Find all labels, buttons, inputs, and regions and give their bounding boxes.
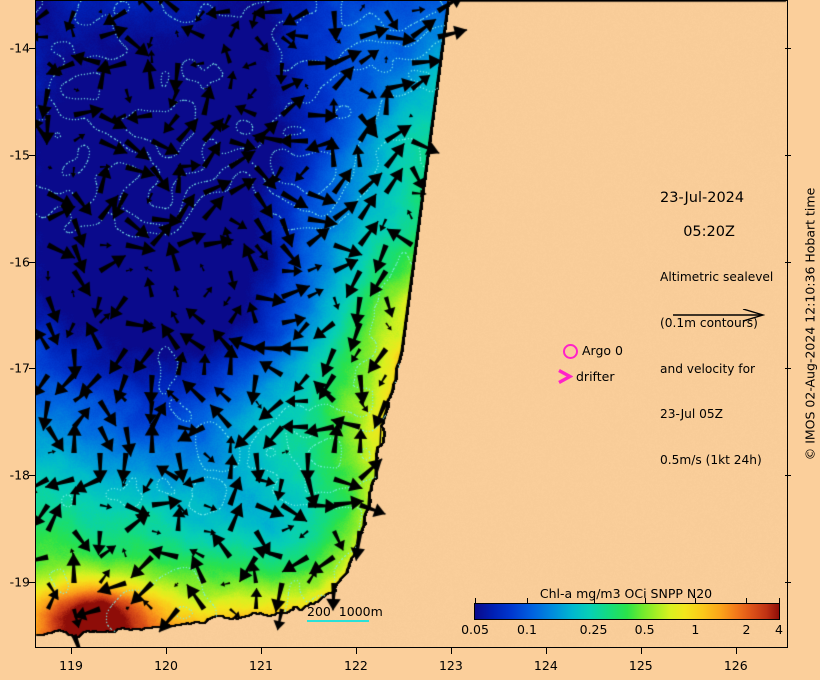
x-tick-label: 125 bbox=[628, 658, 653, 673]
annotation-line-3: and velocity for bbox=[660, 361, 756, 376]
drifter-legend-label: drifter bbox=[576, 369, 615, 384]
x-tick-mark bbox=[735, 648, 737, 654]
colorbar-tick-label: 0.1 bbox=[517, 622, 537, 637]
chlorophyll-map-canvas bbox=[36, 1, 787, 647]
colorbar-title: Chl-a mg/m3 OCi SNPP N20 bbox=[539, 586, 713, 601]
y-tick-mark bbox=[29, 154, 35, 156]
colorbar-tick-label: 0.5 bbox=[634, 622, 655, 637]
colorbar-tick-mark bbox=[593, 598, 595, 604]
copyright-notice: © IMOS 02-Aug-2024 12:10:36 Hobart time bbox=[799, 0, 820, 648]
y-tick-mark bbox=[29, 368, 35, 370]
colorbar-tick-mark bbox=[779, 598, 780, 604]
drifter-marker-icon bbox=[558, 369, 573, 384]
argo-float-marker-icon bbox=[563, 344, 578, 359]
date-title-time: 05:20Z bbox=[683, 224, 735, 240]
y-tick-label: -19 bbox=[9, 574, 30, 590]
y-tick-mark bbox=[29, 475, 35, 477]
y-tick-label: -15 bbox=[9, 147, 30, 163]
y-tick-mark-right bbox=[785, 581, 791, 583]
argo-legend-label: Argo 0 bbox=[582, 343, 623, 358]
annotation-line-1: Altimetric sealevel bbox=[660, 270, 774, 285]
colorbar-tick-mark bbox=[746, 598, 748, 604]
x-tick-label: 126 bbox=[723, 658, 748, 673]
colorbar-tick-label: 0.05 bbox=[461, 622, 489, 637]
x-tick-mark bbox=[166, 648, 168, 654]
map-plot-area[interactable] bbox=[35, 0, 788, 648]
x-tick-mark bbox=[260, 648, 262, 654]
y-tick-mark bbox=[29, 581, 35, 583]
x-tick-label: 124 bbox=[533, 658, 558, 673]
colorbar-tick-mark bbox=[695, 598, 697, 604]
x-tick-mark bbox=[640, 648, 642, 654]
colorbar-container: Chl-a mg/m3 OCi SNPP N20 0.05 0.1 0.25 0.5 1… bbox=[461, 586, 783, 637]
colorbar-gradient: 0.05 0.1 0.25 0.5 1 2 4 bbox=[461, 598, 783, 637]
velocity-scale-arrow-icon bbox=[673, 309, 765, 321]
y-tick-label: -14 bbox=[9, 40, 30, 56]
colorbar-tick-label: 2 bbox=[742, 622, 751, 637]
copyright-text: © IMOS 02-Aug-2024 12:10:36 Hobart time bbox=[802, 187, 818, 461]
colorbar-tick-mark bbox=[475, 598, 476, 604]
colorbar-tick-mark bbox=[526, 598, 528, 604]
y-tick-label: -18 bbox=[9, 467, 30, 483]
y-tick-mark-right bbox=[785, 48, 791, 50]
x-tick-label: 119 bbox=[59, 658, 84, 673]
date-time-title: 23-Jul-2024 05:20Z bbox=[660, 190, 744, 241]
colorbar-tick-label: 0.25 bbox=[579, 622, 608, 637]
x-tick-mark bbox=[71, 648, 73, 654]
x-tick-label: 123 bbox=[438, 658, 463, 673]
y-tick-mark-right bbox=[785, 368, 791, 370]
annotation-line-5: 0.5m/s (1kt 24h) bbox=[660, 452, 762, 467]
y-tick-label: -17 bbox=[9, 360, 30, 376]
y-tick-mark bbox=[29, 261, 35, 263]
scale-bar-label: 200 1000m bbox=[307, 604, 383, 619]
date-title-date: 23-Jul-2024 bbox=[660, 190, 745, 206]
x-tick-mark bbox=[450, 648, 452, 654]
y-tick-mark-right bbox=[785, 154, 791, 156]
x-tick-mark bbox=[355, 648, 357, 654]
y-tick-mark bbox=[29, 48, 35, 50]
colorbar-tick-label: 1 bbox=[691, 622, 700, 637]
x-tick-mark bbox=[545, 648, 547, 654]
x-tick-label: 122 bbox=[344, 658, 368, 673]
altimetry-annotation: Altimetric sealevel (0.1m contours) and … bbox=[660, 240, 773, 498]
distance-scale-bar: 200 1000m bbox=[307, 604, 383, 622]
scale-bar-line bbox=[307, 620, 369, 622]
x-tick-label: 120 bbox=[154, 658, 178, 673]
y-tick-mark-right bbox=[785, 261, 791, 263]
colorbar-tick-mark bbox=[644, 598, 646, 604]
annotation-line-4: 23-Jul 05Z bbox=[660, 407, 724, 422]
x-tick-label: 121 bbox=[249, 658, 273, 673]
colorbar-tick-label: 4 bbox=[775, 622, 783, 637]
annotation-line-2: (0.1m contours) bbox=[660, 316, 758, 331]
y-tick-label: -16 bbox=[9, 254, 30, 270]
y-tick-mark-right bbox=[785, 475, 791, 477]
